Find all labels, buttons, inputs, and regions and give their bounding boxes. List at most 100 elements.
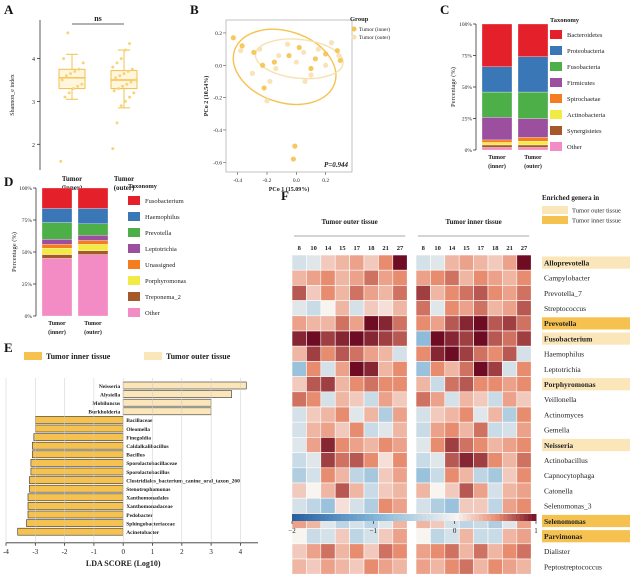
colorbar-segment [381, 514, 387, 521]
heatmap-cell [444, 269, 460, 286]
data-point [119, 57, 123, 61]
heatmap-cell [415, 361, 431, 377]
scatter-point [323, 62, 329, 68]
row-label: Peptostreptococcus [544, 562, 602, 571]
heatmap-cell [392, 467, 408, 484]
heatmap-cell [291, 376, 307, 393]
stacked-bar-segment [481, 139, 513, 143]
colorbar-segment [401, 514, 407, 521]
colorbar-segment [312, 514, 317, 521]
heatmap-cell [363, 391, 379, 408]
heatmap-cell [320, 315, 336, 332]
heatmap-cell [415, 497, 431, 514]
y-tick-label: 25% [22, 282, 33, 288]
heatmap-cell [473, 361, 489, 377]
heatmap-cell [415, 285, 431, 301]
legend-label: Haemophilus [145, 214, 180, 221]
heatmap-cell [306, 285, 322, 301]
heatmap-cell [444, 558, 460, 575]
row-label: Dialister [544, 547, 570, 556]
colorbar-segment [361, 514, 366, 521]
legend-title: Group [350, 16, 369, 23]
heatmap-cell [392, 452, 408, 469]
scatter-point [267, 78, 273, 85]
heatmap-cell [349, 406, 365, 423]
stacked-bar-segment [77, 244, 109, 251]
lda-bar-label: Bacillus [126, 453, 145, 459]
heatmap-cell [334, 437, 350, 453]
colorbar-segment [454, 514, 460, 521]
heatmap-cell [458, 452, 474, 469]
lda-bar-label: Burkholderia [88, 410, 120, 416]
scatter-point [293, 59, 299, 65]
heatmap-cell [392, 285, 408, 301]
scatter-point [312, 56, 318, 62]
heatmap-cell [349, 467, 365, 484]
y-axis-label: Percentage (%) [450, 67, 457, 107]
heatmap-cell [378, 543, 394, 560]
lda-bar-label: Sporolactobacillaceae [126, 461, 177, 467]
stacked-bar-segment [41, 187, 73, 209]
colorbar-segment [499, 514, 504, 521]
heatmap-cell [349, 376, 365, 393]
lda-bar [32, 441, 124, 450]
heatmap-cell [473, 452, 489, 469]
y-tick-label: 2 [32, 143, 35, 149]
heatmap-cell [392, 482, 408, 499]
x-tick-label: -3 [32, 548, 38, 556]
legend-title: Enriched genera in [542, 194, 599, 202]
heatmap-cell [502, 437, 518, 453]
colorbar-segment [466, 514, 472, 521]
heatmap-cell [487, 497, 503, 514]
heatmap-cell [392, 315, 408, 332]
colorbar-segment [434, 514, 439, 521]
heatmap-cell [334, 452, 350, 469]
data-point [73, 69, 77, 73]
heatmap-cell [430, 406, 446, 423]
heatmap-cell [363, 285, 379, 301]
confidence-ellipse [232, 28, 337, 106]
heatmap-cell [306, 406, 322, 423]
stacked-bar-segment [517, 144, 549, 148]
legend-label: Fusobacteria [567, 64, 600, 71]
data-point [128, 95, 132, 99]
legend-swatch [550, 94, 562, 103]
stacked-bar-segment [41, 222, 73, 240]
colorbar-segment [409, 514, 415, 521]
heatmap-cell [458, 269, 474, 286]
colorbar-segment [296, 514, 301, 521]
heatmap-cell [392, 406, 408, 423]
heatmap-cell [291, 543, 307, 560]
heatmap-cell [473, 315, 489, 332]
heatmap-cell [306, 300, 322, 317]
lda-bar [26, 519, 124, 527]
heatmap-cell [378, 285, 394, 301]
colorbar-segment [308, 514, 313, 521]
colorbar-segment [373, 514, 378, 521]
heatmap-cell [502, 543, 518, 560]
colorbar-segment [495, 514, 500, 521]
heatmap-cell [487, 558, 503, 575]
stacked-bar-segment [481, 91, 513, 118]
legend-label: Spirochaetae [567, 96, 601, 103]
stacked-bar-segment [41, 208, 73, 223]
data-point [123, 99, 127, 103]
legend-swatch [351, 34, 357, 40]
heatmap-cell [458, 285, 474, 301]
stacked-bar-segment [481, 66, 513, 93]
lda-bar-label: Neisseria [99, 384, 121, 390]
colorbar-segment [336, 514, 342, 521]
heatmap-cell [320, 361, 336, 377]
x-tick-label: Tumor [62, 175, 82, 183]
heatmap-cell [430, 452, 446, 469]
heatmap-cell [349, 345, 365, 362]
heatmap-cell [392, 528, 408, 545]
heatmap-cell [334, 421, 350, 438]
heatmap-cell [378, 391, 394, 408]
colorbar-segment [523, 514, 529, 521]
heatmap-cell [516, 558, 532, 575]
panel-label: E [4, 340, 13, 355]
heatmap-cell [392, 300, 408, 317]
heatmap-cell [363, 361, 379, 377]
